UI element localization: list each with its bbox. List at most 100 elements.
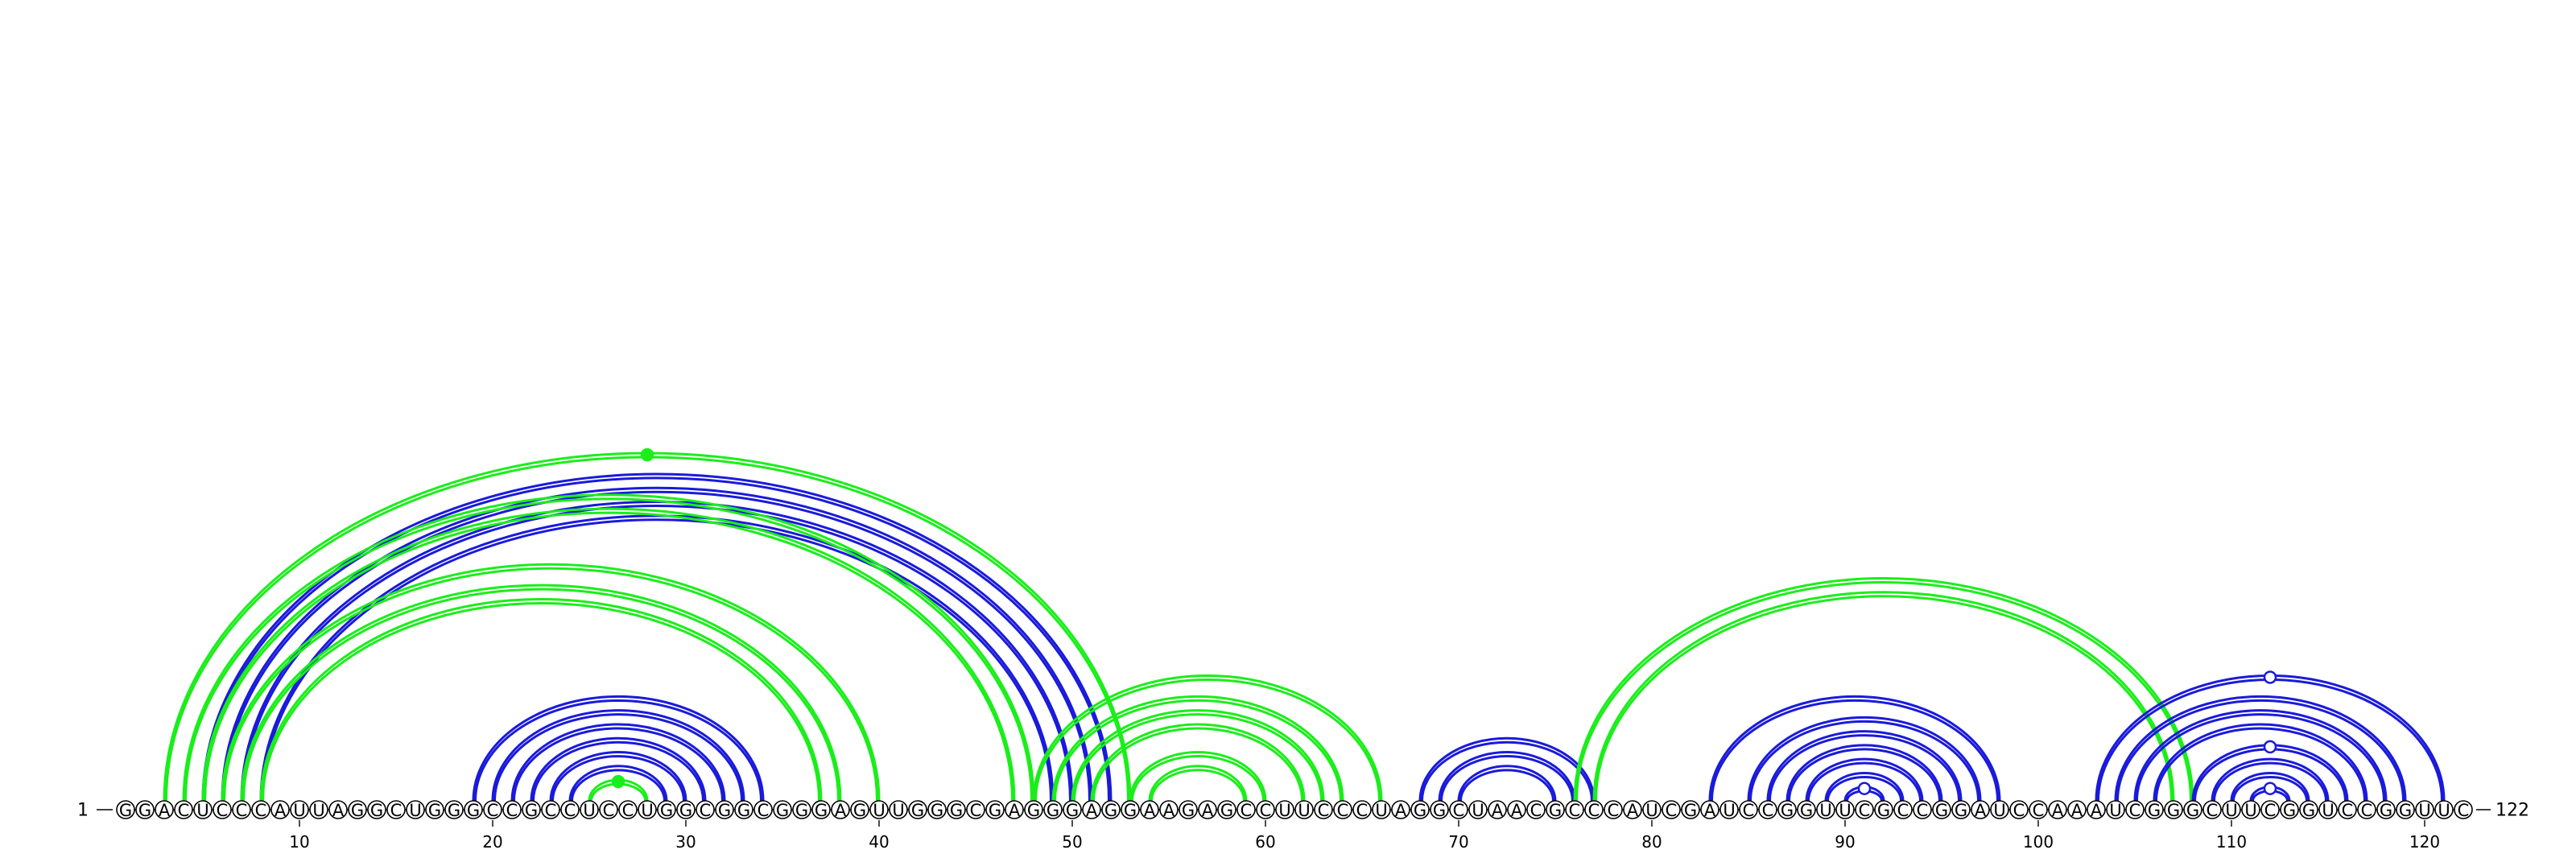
nucleotide-letter: C bbox=[1859, 801, 1871, 820]
nucleotide-letter: G bbox=[138, 801, 151, 820]
tick-label: 10 bbox=[289, 832, 309, 852]
nucleotide-circle bbox=[753, 800, 773, 819]
nucleotide-circle bbox=[367, 800, 386, 819]
nucleotide-letter: C bbox=[2013, 801, 2025, 820]
nucleotide-letter: U bbox=[1645, 801, 1657, 820]
nucleotide-letter: U bbox=[873, 801, 885, 820]
nucleotide: G bbox=[522, 800, 541, 820]
nucleotide: U bbox=[193, 800, 213, 820]
tick-label: 20 bbox=[482, 832, 502, 852]
nucleotide-letter: C bbox=[2207, 801, 2219, 820]
nucleotide-letter: C bbox=[2033, 801, 2045, 820]
base-pair-arc bbox=[568, 765, 668, 802]
base-pair-arc bbox=[2211, 757, 2330, 802]
nucleotide: G bbox=[985, 800, 1005, 820]
nucleotide-letter: G bbox=[1124, 801, 1137, 820]
nucleotide-letter: G bbox=[853, 801, 866, 820]
nucleotide-circle bbox=[135, 800, 155, 819]
nucleotide: U bbox=[2415, 800, 2434, 820]
nucleotide-circle bbox=[773, 800, 792, 819]
nucleotide: C bbox=[1739, 800, 1758, 820]
nucleotide: A bbox=[831, 800, 850, 820]
nucleotide-letter: G bbox=[989, 801, 1001, 820]
nucleotide: G bbox=[1797, 800, 1816, 820]
nucleotide-letter: A bbox=[835, 801, 847, 820]
nucleotide-letter: U bbox=[196, 801, 208, 820]
nucleotide: G bbox=[927, 800, 947, 820]
nucleotide: A bbox=[1391, 800, 1410, 820]
nucleotide-circle bbox=[193, 800, 213, 819]
nucleotide-circle bbox=[889, 800, 908, 819]
nucleotide-circle bbox=[1468, 800, 1488, 819]
nucleotide-letter: U bbox=[312, 801, 324, 820]
base-pair-arc bbox=[1575, 581, 2192, 802]
nucleotide-letter: C bbox=[2129, 801, 2141, 820]
nucleotide-circle bbox=[1063, 800, 1082, 819]
nucleotide-circle bbox=[2357, 800, 2376, 819]
nucleotide: C bbox=[2338, 800, 2357, 820]
base-pair-arc bbox=[2114, 695, 2407, 802]
base-pair-arc bbox=[510, 723, 726, 802]
open-marker bbox=[2263, 670, 2277, 684]
nucleotide: C bbox=[1333, 800, 1352, 820]
nucleotide: A bbox=[270, 800, 290, 820]
nucleotide-letter: A bbox=[1163, 801, 1175, 820]
nucleotide-circle bbox=[734, 800, 753, 819]
nucleotide-circle bbox=[1681, 800, 1700, 819]
base-pair-arc bbox=[1827, 775, 1902, 802]
nucleotide-letter: C bbox=[1530, 801, 1542, 820]
nucleotide: G bbox=[1410, 800, 1430, 820]
nucleotide-circle bbox=[328, 800, 348, 819]
nucleotide-circle bbox=[116, 800, 135, 819]
tick-label: 30 bbox=[675, 832, 696, 852]
nucleotide-circle bbox=[1488, 800, 1507, 819]
nucleotide-circle bbox=[560, 800, 580, 819]
base-pair-arc bbox=[1824, 771, 1905, 802]
nucleotide: G bbox=[1217, 800, 1236, 820]
base-pair-arc bbox=[1034, 678, 1381, 802]
nucleotide-circle bbox=[2202, 800, 2222, 819]
nucleotide-circle bbox=[1565, 800, 1584, 819]
nucleotide: C bbox=[1662, 800, 1681, 820]
nucleotide: G bbox=[1874, 800, 1893, 820]
nucleotide: A bbox=[1488, 800, 1507, 820]
nucleotide: U bbox=[1835, 800, 1855, 820]
nucleotide-circle bbox=[2106, 800, 2125, 819]
nucleotide: U bbox=[1990, 800, 2009, 820]
nucleotide-letter: A bbox=[1086, 801, 1098, 820]
nucleotide: G bbox=[2376, 800, 2396, 820]
base-pair-arc bbox=[491, 709, 745, 802]
nucleotide: G bbox=[676, 800, 696, 820]
nucleotide-letter: A bbox=[1627, 801, 1639, 820]
base-pair-arc bbox=[1032, 674, 1383, 802]
nucleotide-letter: G bbox=[1935, 801, 1948, 820]
tick-label: 60 bbox=[1255, 832, 1275, 852]
nucleotide: A bbox=[2067, 800, 2087, 820]
base-pair-arc bbox=[240, 500, 1074, 802]
nucleotide-circle bbox=[657, 800, 676, 819]
base-pair-arc bbox=[1573, 577, 2194, 802]
nucleotide-circle bbox=[1932, 800, 1951, 819]
nucleotide-circle bbox=[1507, 800, 1526, 819]
nucleotide: U bbox=[2106, 800, 2125, 820]
nucleotide-circle bbox=[1179, 800, 1198, 819]
nucleotide-letter: G bbox=[1414, 801, 1426, 820]
nucleotide-letter: A bbox=[1975, 801, 1987, 820]
nucleotide-letter: G bbox=[776, 801, 789, 820]
nucleotide-letter: C bbox=[255, 801, 267, 820]
nucleotide-circle bbox=[348, 800, 367, 819]
nucleotide-circle bbox=[386, 800, 406, 819]
base-pair-arc bbox=[1073, 713, 1323, 802]
nucleotide: C bbox=[2029, 800, 2048, 820]
nucleotide-letter: G bbox=[2167, 801, 2180, 820]
nucleotide: U bbox=[869, 800, 889, 820]
base-pair-arc bbox=[549, 751, 687, 802]
nucleotide-letter: C bbox=[603, 801, 615, 820]
nucleotide: G bbox=[464, 800, 483, 820]
nucleotide: C bbox=[2260, 800, 2280, 820]
nucleotide-letter: G bbox=[1104, 801, 1117, 820]
arc-markers bbox=[611, 447, 2277, 795]
nucleotide: U bbox=[2318, 800, 2338, 820]
nucleotide-letter: C bbox=[1241, 801, 1253, 820]
nucleotide-circle bbox=[2434, 800, 2454, 819]
